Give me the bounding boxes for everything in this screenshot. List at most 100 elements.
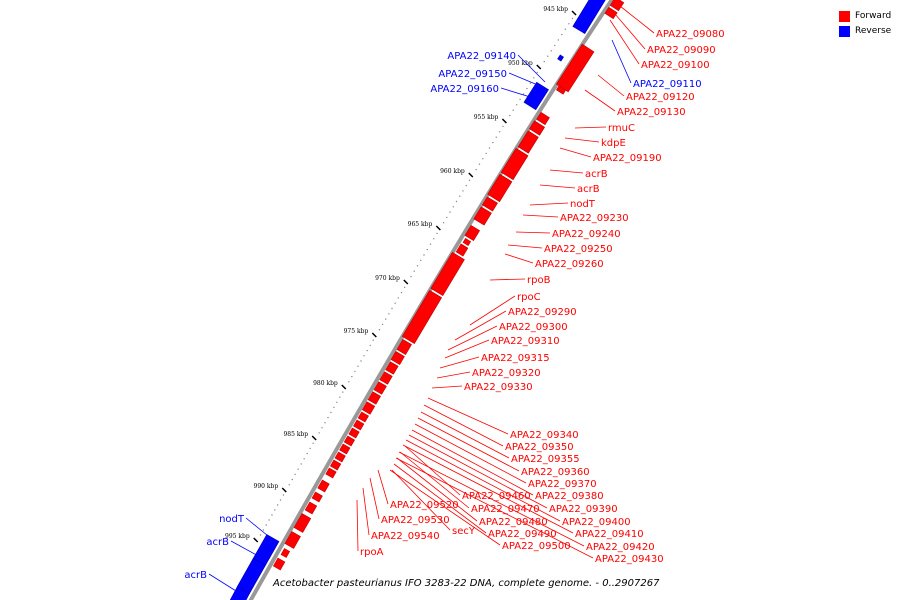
forward-leader <box>398 451 585 547</box>
minor-tick <box>429 243 432 245</box>
minor-tick <box>271 514 273 516</box>
kbp-tick-label: 990 kbp <box>254 483 279 490</box>
forward-gene-label: APA22_09240 <box>552 229 621 240</box>
forward-leader <box>362 487 370 536</box>
forward-leader <box>529 202 569 206</box>
forward-leader <box>559 147 592 158</box>
forward-gene-label: APA22_09490 <box>488 529 557 540</box>
minor-tick <box>400 291 403 294</box>
minor-tick <box>522 93 525 95</box>
minor-tick <box>262 529 265 531</box>
minor-tick <box>397 297 400 299</box>
reverse-leader <box>245 517 274 541</box>
forward-leader <box>356 499 359 552</box>
kbp-tick-label: 980 kbp <box>313 380 338 387</box>
reverse-gene-label: APA22_09110 <box>633 79 702 90</box>
forward-gene <box>284 531 301 549</box>
forward-gene <box>481 196 498 212</box>
forward-gene <box>500 147 529 181</box>
minor-tick <box>294 473 296 476</box>
reverse-gene <box>557 54 564 62</box>
minor-tick <box>279 499 282 501</box>
reverse-gene <box>572 0 606 35</box>
minor-tick <box>259 534 262 536</box>
minor-tick <box>492 141 494 144</box>
minor-tick <box>561 33 563 36</box>
minor-tick <box>339 396 341 398</box>
reverse-gene-label: acrB <box>184 570 207 581</box>
kbp-tick <box>311 435 317 441</box>
forward-leader <box>614 13 646 50</box>
minor-tick <box>282 494 285 496</box>
forward-leader <box>423 404 504 447</box>
minor-tick <box>391 307 393 310</box>
forward-gene-label: nodT <box>570 199 596 210</box>
kbp-tick <box>435 225 441 231</box>
kbp-tick-label: 995 kbp <box>225 533 250 540</box>
forward-gene-label: APA22_09120 <box>626 92 695 103</box>
minor-tick <box>413 270 415 272</box>
minor-tick <box>363 355 365 357</box>
minor-tick <box>426 248 428 251</box>
minor-tick <box>533 77 535 79</box>
kbp-tick-label: 975 kbp <box>344 328 369 335</box>
forward-gene <box>473 206 492 226</box>
legend-forward-label: Forward <box>855 11 892 21</box>
kbp-tick-label: 970 kbp <box>375 275 400 282</box>
forward-gene <box>430 251 465 297</box>
forward-gene-label: rpoB <box>527 275 551 286</box>
minor-tick <box>306 452 308 455</box>
label-leaders <box>208 5 655 597</box>
forward-leader <box>369 477 380 520</box>
forward-gene <box>604 6 618 20</box>
kbp-tick <box>341 384 347 390</box>
forward-gene <box>348 427 360 439</box>
minor-tick <box>324 422 326 424</box>
forward-leader <box>399 451 470 509</box>
minor-tick <box>554 44 556 47</box>
minor-tick <box>547 55 549 57</box>
minor-tick <box>378 329 381 331</box>
gene-labels: APA22_09080 APA22_09090 APA22_09100 APA22_0… <box>184 29 724 581</box>
reverse-gene-label: nodT <box>219 514 245 525</box>
kbp-tick <box>403 279 409 285</box>
forward-gene <box>517 130 539 154</box>
minor-tick <box>348 381 350 383</box>
forward-leader <box>396 457 478 522</box>
forward-leader <box>389 469 501 546</box>
minor-tick <box>468 179 471 181</box>
reverse-swatch <box>839 25 850 37</box>
forward-gene-label: APA22_09420 <box>586 542 655 553</box>
reverse-leader <box>611 39 632 84</box>
minor-tick <box>515 104 518 106</box>
minor-tick <box>336 401 338 403</box>
legend-forward: Forward <box>839 9 891 23</box>
forward-leader <box>405 439 561 522</box>
minor-tick <box>436 232 438 235</box>
minor-tick <box>321 427 323 429</box>
forward-leader <box>489 278 526 281</box>
minor-tick <box>416 265 419 267</box>
forward-gene-label: rmuC <box>608 123 635 134</box>
forward-gene-label: APA22_09355 <box>511 454 580 465</box>
reverse-leader <box>517 54 546 83</box>
minor-tick <box>388 313 390 315</box>
minor-tick <box>265 524 267 526</box>
minor-tick <box>318 432 320 434</box>
forward-gene-label: APA22_09470 <box>471 504 540 515</box>
forward-gene-label: APA22_09430 <box>595 554 664 565</box>
forward-gene-label: APA22_09300 <box>499 322 568 333</box>
minor-tick <box>403 286 406 288</box>
forward-leader <box>522 214 559 218</box>
forward-gene-label: APA22_09315 <box>481 353 550 364</box>
forward-gene <box>529 120 546 136</box>
minor-tick <box>342 391 344 393</box>
forward-leader <box>417 417 520 472</box>
forward-leader <box>504 253 534 264</box>
minor-tick <box>568 23 570 25</box>
forward-leader <box>427 397 509 435</box>
forward-leader <box>395 457 594 559</box>
forward-leader <box>539 184 576 189</box>
forward-leader <box>377 469 389 505</box>
forward-leader <box>549 169 584 174</box>
